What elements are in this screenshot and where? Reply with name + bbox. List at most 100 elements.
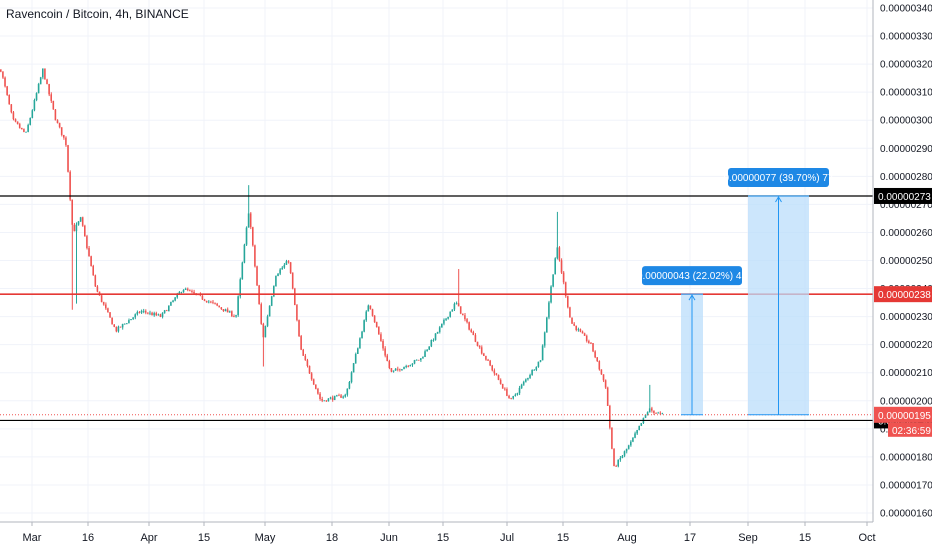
- badge-resistance-238: [874, 286, 932, 303]
- candle-body: [541, 345, 544, 361]
- price-tick-label: 0.00000280: [880, 172, 932, 183]
- badge-countdown: [888, 422, 932, 437]
- candle-body: [331, 397, 334, 401]
- candle-body: [58, 123, 61, 128]
- candle-body: [474, 335, 477, 342]
- measure-arrow-head: [775, 196, 782, 203]
- candle-body: [317, 388, 319, 394]
- candle-body: [296, 305, 298, 321]
- candle-body: [291, 273, 294, 289]
- horizontal-levels[interactable]: [0, 195, 873, 422]
- candle-body: [537, 361, 540, 367]
- time-tick-label: Sep: [738, 532, 758, 544]
- candle-body: [417, 359, 420, 361]
- measure-tools[interactable]: 0.00000043 (22.02%) 43 0.00000077 (39.70%…: [637, 167, 834, 416]
- candle-body: [348, 382, 351, 389]
- candle-body: [306, 360, 309, 366]
- price-axis-background[interactable]: [873, 0, 932, 550]
- candle-body: [453, 303, 456, 310]
- time-tick-label: Mar: [23, 532, 42, 544]
- price-tick-label: 0.00000260: [880, 228, 932, 239]
- candle-body: [508, 395, 510, 398]
- price-axis[interactable]: 0.00000340 0.00000330 0.00000320 0.00000310…: [880, 4, 932, 520]
- candle-body: [149, 312, 151, 314]
- candle-body: [579, 329, 582, 332]
- candle-body: [220, 307, 223, 310]
- candle-body: [256, 266, 258, 286]
- candle-body: [432, 339, 435, 341]
- candle-body: [31, 110, 34, 118]
- candle-body: [655, 412, 657, 414]
- price-tick-label: 0.00000300: [880, 116, 932, 127]
- candle-body: [212, 301, 214, 303]
- time-tick-label: 15: [198, 532, 210, 544]
- candle-body: [60, 127, 63, 135]
- candle-body: [222, 309, 225, 312]
- candle-body: [138, 311, 141, 313]
- candle-body: [35, 93, 38, 101]
- candle-body: [12, 112, 15, 120]
- candle-body: [144, 310, 147, 313]
- candle-body: [323, 400, 325, 402]
- candle-body: [168, 305, 170, 312]
- candle-body: [283, 264, 286, 268]
- candle-body: [270, 296, 273, 306]
- candle-body: [598, 361, 601, 370]
- candle-body: [613, 448, 615, 466]
- candle-body: [382, 340, 384, 349]
- candle-body: [636, 430, 638, 434]
- candle-body: [415, 359, 418, 361]
- candle-body: [126, 323, 128, 325]
- candle-body: [249, 213, 252, 228]
- candle-body: [224, 309, 227, 312]
- candle-body: [546, 317, 548, 333]
- candle-body: [182, 289, 185, 293]
- candle-body: [585, 335, 588, 342]
- candle-body: [29, 117, 31, 125]
- candle-body: [594, 351, 596, 358]
- candle-body: [571, 317, 573, 324]
- candle-body: [384, 348, 386, 356]
- candle-body: [646, 412, 649, 415]
- candle-body: [588, 341, 590, 343]
- candle-body: [434, 333, 437, 340]
- candle-body: [510, 397, 512, 399]
- candle-body: [155, 313, 157, 316]
- measure-callout: [642, 266, 742, 286]
- price-tick-label: 0.00000180: [880, 452, 932, 463]
- candle-body: [123, 323, 126, 325]
- candle-body: [69, 171, 71, 200]
- candle-body: [436, 331, 439, 334]
- candle-body: [638, 425, 640, 431]
- candle-body: [10, 104, 13, 113]
- candle-body: [401, 369, 403, 371]
- candle-body: [644, 414, 647, 418]
- candle-body: [191, 290, 193, 292]
- candle-body: [315, 384, 317, 389]
- candle-body: [96, 286, 99, 292]
- candle-body: [373, 315, 376, 323]
- candle-body: [294, 288, 296, 306]
- candle-body: [430, 340, 433, 347]
- candle-body: [661, 413, 664, 415]
- candle-body: [205, 300, 208, 303]
- candle-body: [552, 274, 554, 287]
- candle-body: [386, 355, 388, 361]
- candle-body: [527, 377, 529, 380]
- candle-body: [449, 311, 451, 317]
- candle-body: [441, 323, 443, 328]
- candle-body: [321, 399, 323, 401]
- candle-body: [627, 445, 630, 449]
- candle-body: [350, 372, 353, 383]
- time-tick-label: 15: [557, 532, 569, 544]
- price-tick-label: 0.00000340: [880, 4, 932, 15]
- price-tick-label: 0.00000200: [880, 396, 932, 407]
- measure-callout: [728, 167, 829, 187]
- candle-body: [151, 312, 153, 316]
- candle-body: [268, 305, 271, 317]
- time-axis[interactable]: Mar 16 Apr 15 May 18 Jun 15 Jul 15 Aug 17 Sep 15 Oct: [23, 522, 876, 544]
- candle-body: [8, 94, 10, 105]
- candle-body: [25, 131, 27, 133]
